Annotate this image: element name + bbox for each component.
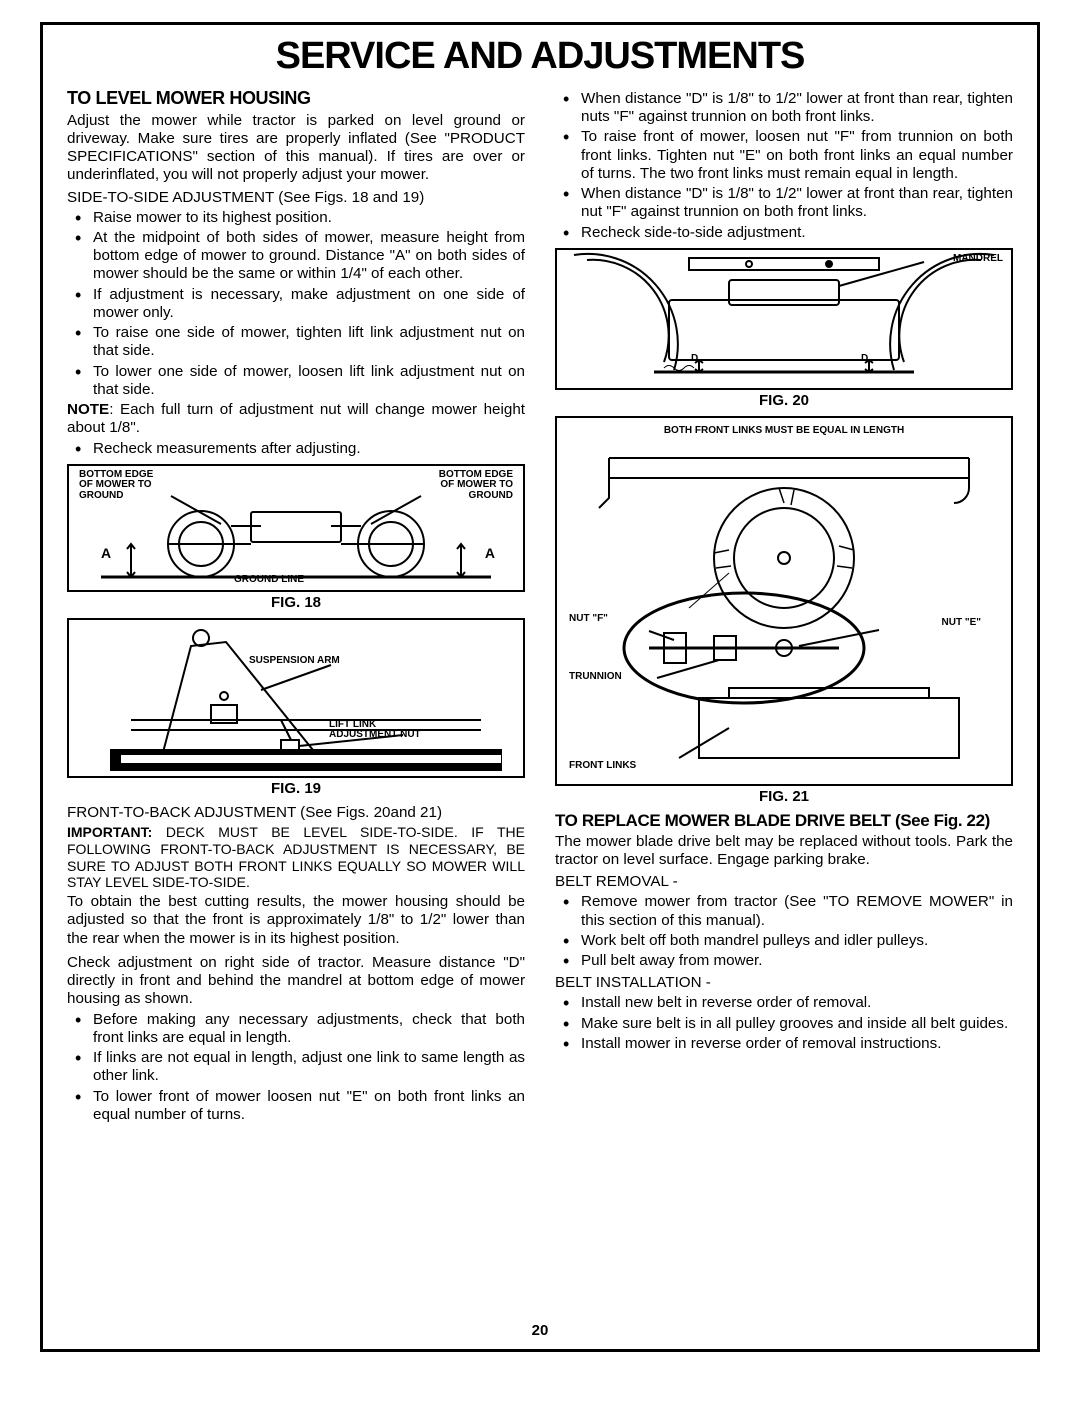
figure-21-box: BOTH FRONT LINKS MUST BE EQUAL IN LENGTH… <box>555 416 1013 786</box>
figure-20-box: MANDREL D D <box>555 248 1013 390</box>
fig21-nut-e: NUT "E" <box>942 618 981 629</box>
front-adjustment-list: Before making any necessary adjustments,… <box>67 1011 525 1124</box>
belt-removal-list: Remove mower from tractor (See "TO REMOV… <box>555 893 1013 970</box>
list-item: To raise one side of mower, tighten lift… <box>67 324 525 360</box>
front-to-back-heading: FRONT-TO-BACK ADJUSTMENT (See Figs. 20an… <box>67 804 525 822</box>
list-item: Make sure belt is in all pulley grooves … <box>555 1015 1013 1033</box>
fig18-label-right: BOTTOM EDGE OF MOWER TO GROUND <box>439 470 513 502</box>
fig20-d1: D <box>691 354 698 365</box>
fig20-d2: D <box>861 354 868 365</box>
belt-removal-heading: BELT REMOVAL - <box>555 873 1013 891</box>
continued-bullets: When distance "D" is 1/8" to 1/2" lower … <box>555 90 1013 242</box>
fig20-caption: FIG. 20 <box>555 392 1013 410</box>
figure-19-box: SUSPENSION ARM LIFT LINK ADJUSTMENT NUT <box>67 618 525 778</box>
fig20-mandrel: MANDREL <box>953 254 1003 265</box>
figure-21-svg <box>557 418 1011 784</box>
recheck-list: Recheck measurements after adjusting. <box>67 440 525 458</box>
list-item: Pull belt away from mower. <box>555 952 1013 970</box>
left-column: TO LEVEL MOWER HOUSING Adjust the mower … <box>67 88 525 1126</box>
list-item: Remove mower from tractor (See "TO REMOV… <box>555 893 1013 929</box>
side-to-side-heading: SIDE-TO-SIDE ADJUSTMENT (See Figs. 18 an… <box>67 189 525 207</box>
list-item: Install mower in reverse order of remova… <box>555 1035 1013 1053</box>
list-item: At the midpoint of both sides of mower, … <box>67 229 525 284</box>
belt-intro-paragraph: The mower blade drive belt may be replac… <box>555 833 1013 869</box>
list-item: Recheck side-to-side adjustment. <box>555 224 1013 242</box>
fig19-suspension-arm: SUSPENSION ARM <box>249 656 340 667</box>
page-frame: SERVICE AND ADJUSTMENTS TO LEVEL MOWER H… <box>40 22 1040 1352</box>
fig21-trunnion: TRUNNION <box>569 672 622 683</box>
list-item: Before making any necessary adjustments,… <box>67 1011 525 1047</box>
figure-18-box: BOTTOM EDGE OF MOWER TO GROUND BOTTOM ED… <box>67 464 525 592</box>
fig18-label-a1: A <box>101 546 111 561</box>
page-number: 20 <box>532 1322 549 1339</box>
side-adjustment-list: Raise mower to its highest position. At … <box>67 209 525 399</box>
fig18-ground-line: GROUND LINE <box>234 575 304 586</box>
right-column: When distance "D" is 1/8" to 1/2" lower … <box>555 88 1013 1126</box>
list-item: To lower front of mower loosen nut "E" o… <box>67 1088 525 1124</box>
list-item: To lower one side of mower, loosen lift … <box>67 363 525 399</box>
belt-install-heading: BELT INSTALLATION - <box>555 974 1013 992</box>
section-heading-replace-belt: TO REPLACE MOWER BLADE DRIVE BELT (See F… <box>555 812 1013 831</box>
list-item: To raise front of mower, loosen nut "F" … <box>555 128 1013 183</box>
best-cutting-paragraph: To obtain the best cutting results, the … <box>67 893 525 948</box>
fig18-caption: FIG. 18 <box>67 594 525 612</box>
fig21-front-links: FRONT LINKS <box>569 761 636 772</box>
figure-20-svg <box>557 250 1011 388</box>
fig19-caption: FIG. 19 <box>67 780 525 798</box>
figure-19-svg <box>69 620 523 776</box>
list-item: Raise mower to its highest position. <box>67 209 525 227</box>
list-item: If adjustment is necessary, make adjustm… <box>67 286 525 322</box>
fig18-label-a2: A <box>485 546 495 561</box>
fig21-caption: FIG. 21 <box>555 788 1013 806</box>
page-title: SERVICE AND ADJUSTMENTS <box>67 35 1013 78</box>
list-item: When distance "D" is 1/8" to 1/2" lower … <box>555 185 1013 221</box>
list-item: Recheck measurements after adjusting. <box>67 440 525 458</box>
fig21-top-label: BOTH FRONT LINKS MUST BE EQUAL IN LENGTH <box>557 426 1011 437</box>
list-item: Work belt off both mandrel pulleys and i… <box>555 932 1013 950</box>
fig19-lift-link: LIFT LINK ADJUSTMENT NUT <box>329 720 421 741</box>
section-heading-level-mower: TO LEVEL MOWER HOUSING <box>67 88 525 110</box>
list-item: If links are not equal in length, adjust… <box>67 1049 525 1085</box>
important-note: IMPORTANT: DECK MUST BE LEVEL SIDE-TO-SI… <box>67 824 525 891</box>
two-column-layout: TO LEVEL MOWER HOUSING Adjust the mower … <box>67 88 1013 1126</box>
check-adjustment-paragraph: Check adjustment on right side of tracto… <box>67 954 525 1009</box>
note-text: NOTE: Each full turn of adjustment nut w… <box>67 401 525 437</box>
fig18-label-left: BOTTOM EDGE OF MOWER TO GROUND <box>79 470 153 502</box>
list-item: When distance "D" is 1/8" to 1/2" lower … <box>555 90 1013 126</box>
fig21-nut-f: NUT "F" <box>569 614 608 625</box>
list-item: Install new belt in reverse order of rem… <box>555 994 1013 1012</box>
belt-install-list: Install new belt in reverse order of rem… <box>555 994 1013 1053</box>
intro-paragraph: Adjust the mower while tractor is parked… <box>67 112 525 185</box>
